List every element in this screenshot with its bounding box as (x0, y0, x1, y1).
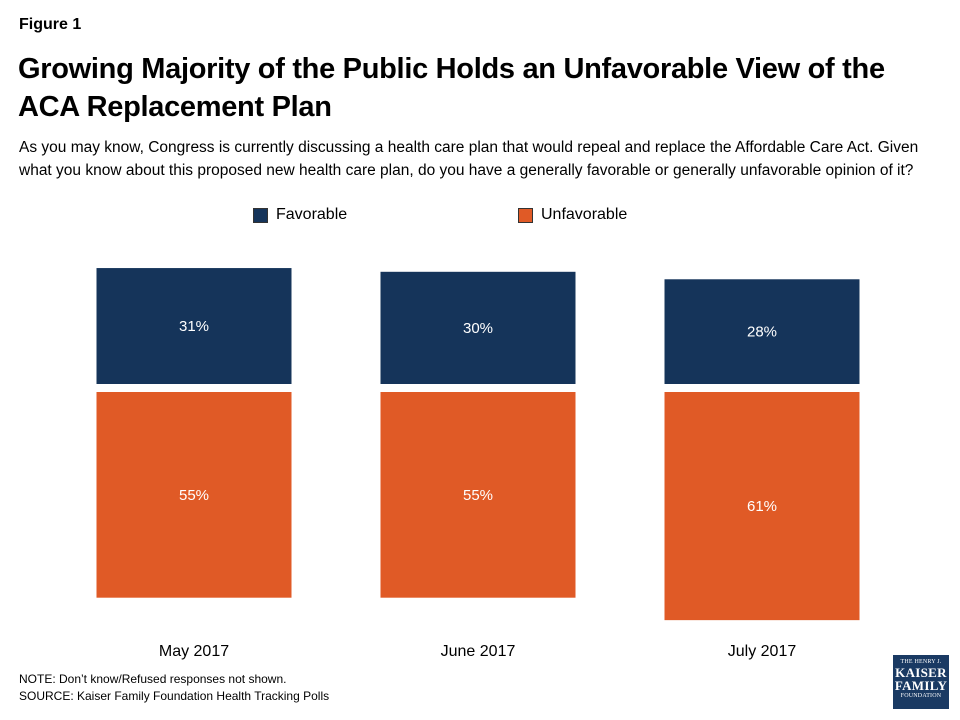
figure-label: Figure 1 (19, 16, 82, 33)
legend-label-favorable: Favorable (276, 206, 348, 223)
bar-unfavorable-1 (380, 392, 576, 598)
source-text: SOURCE: Kaiser Family Foundation Health … (19, 689, 330, 703)
bar-unfavorable-2 (664, 392, 860, 621)
data-label-unfavorable-1: 55% (463, 487, 493, 504)
data-label-unfavorable-2: 61% (747, 498, 777, 515)
data-label-unfavorable-0: 55% (179, 487, 209, 504)
category-label-0: May 2017 (159, 643, 229, 660)
chart-notes: NOTE: Don’t know/Refused responses not s… (19, 671, 329, 705)
logo-line-4: FOUNDATION (900, 693, 942, 699)
data-label-favorable-2: 28% (747, 324, 777, 341)
chart-subtitle: As you may know, Congress is currently d… (19, 139, 919, 179)
legend-item-unfavorable: Unfavorable (518, 206, 627, 224)
legend-swatch-favorable (253, 207, 268, 223)
legend-item-favorable: Favorable (253, 206, 347, 224)
category-label-1: June 2017 (441, 643, 516, 660)
note-text: NOTE: Don’t know/Refused responses not s… (19, 672, 287, 686)
logo-line-2: KAISER (895, 665, 947, 680)
data-label-favorable-1: 30% (463, 320, 493, 337)
bar-unfavorable-0 (96, 392, 292, 598)
bar-favorable-0 (96, 268, 292, 384)
bar-favorable-1 (380, 271, 576, 384)
legend-label-unfavorable: Unfavorable (541, 206, 628, 223)
category-label-2: July 2017 (728, 643, 797, 660)
kff-logo: THE HENRY J. KAISER FAMILY FOUNDATION (893, 655, 949, 709)
data-label-favorable-0: 31% (179, 318, 209, 335)
bar-favorable-2 (664, 279, 860, 384)
legend-swatch-unfavorable (518, 207, 533, 223)
logo-line-1: THE HENRY J. (900, 659, 942, 665)
logo-line-3: FAMILY (894, 678, 948, 693)
chart-title: Growing Majority of the Public Holds an … (18, 53, 885, 123)
